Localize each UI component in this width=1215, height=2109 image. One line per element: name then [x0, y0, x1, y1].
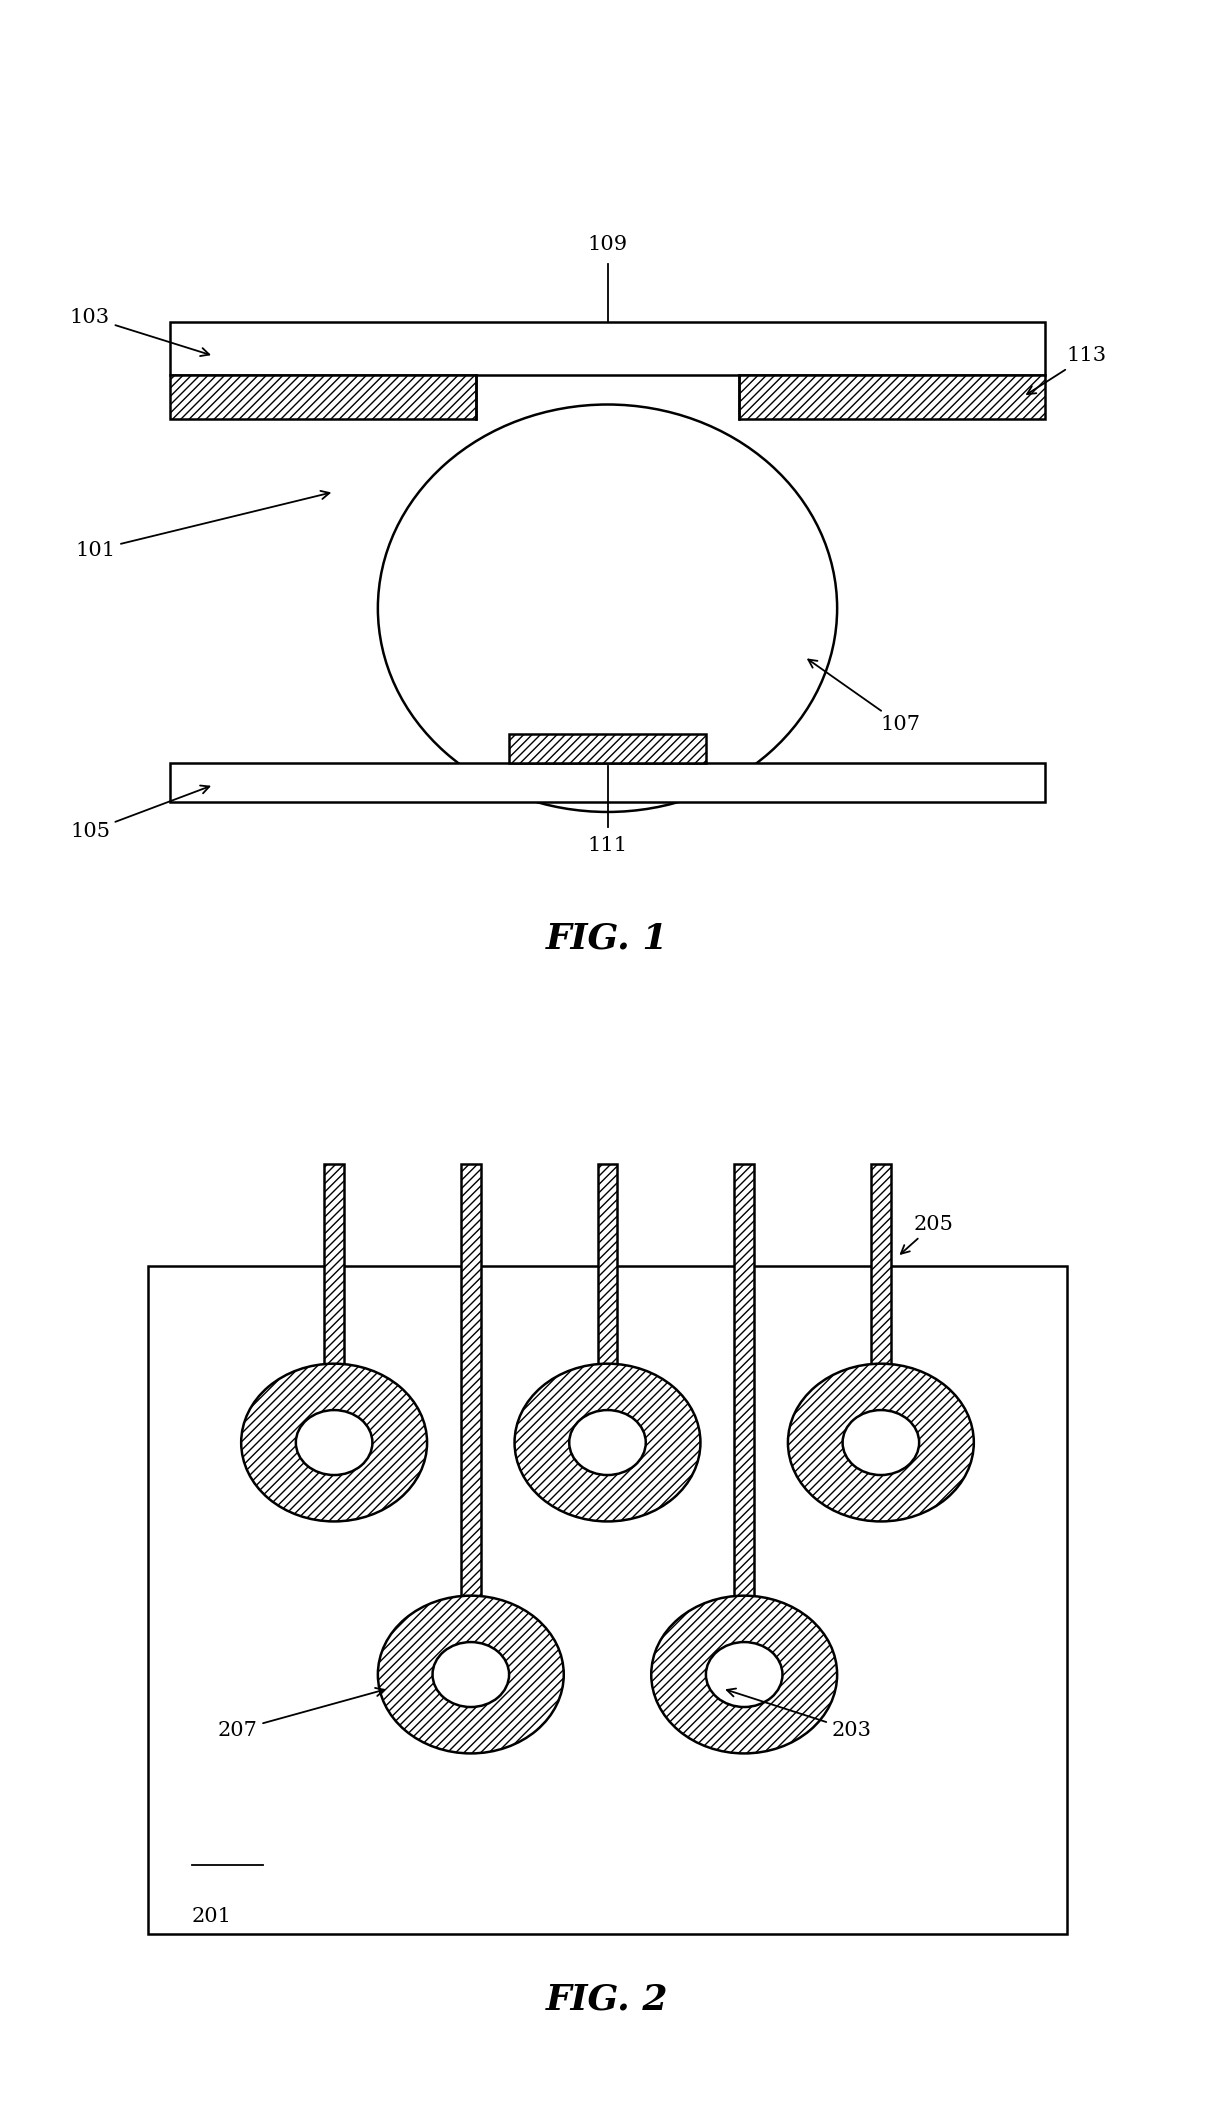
Bar: [170, 763, 1045, 801]
Text: 103: 103: [69, 308, 209, 356]
Text: 105: 105: [70, 785, 209, 841]
Circle shape: [296, 1411, 372, 1474]
Bar: [734, 1164, 755, 1597]
Circle shape: [789, 1365, 974, 1521]
Text: 107: 107: [808, 660, 921, 734]
Circle shape: [241, 1365, 428, 1521]
Bar: [324, 1164, 344, 1365]
Circle shape: [433, 1643, 509, 1706]
Circle shape: [706, 1643, 782, 1706]
Circle shape: [569, 1411, 646, 1474]
Text: 109: 109: [587, 234, 628, 255]
Bar: [739, 375, 1045, 420]
Bar: [170, 323, 1045, 375]
Bar: [509, 734, 706, 763]
Bar: [871, 1164, 891, 1365]
Circle shape: [651, 1597, 837, 1753]
Bar: [170, 375, 476, 420]
Circle shape: [515, 1365, 700, 1521]
Circle shape: [378, 1597, 564, 1753]
Bar: [460, 1164, 481, 1597]
Text: FIG. 1: FIG. 1: [547, 922, 668, 955]
Text: 201: 201: [192, 1907, 232, 1926]
Text: 111: 111: [587, 835, 628, 856]
Circle shape: [378, 405, 837, 812]
Bar: [598, 1164, 617, 1365]
Circle shape: [843, 1411, 920, 1474]
Text: 205: 205: [900, 1215, 954, 1253]
Text: 203: 203: [727, 1689, 871, 1740]
Text: FIG. 2: FIG. 2: [547, 1982, 668, 2016]
Text: 101: 101: [75, 491, 329, 559]
Text: 207: 207: [217, 1687, 384, 1740]
Text: 113: 113: [1027, 346, 1107, 394]
Bar: [148, 1265, 1067, 1934]
